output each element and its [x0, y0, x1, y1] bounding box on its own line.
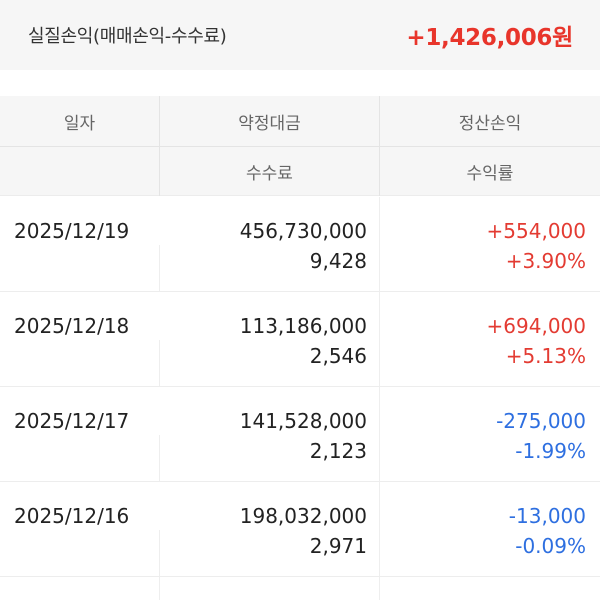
section-gap — [0, 70, 600, 96]
header-return-rate: 수익률 — [466, 164, 514, 184]
cell-divider — [159, 435, 160, 482]
row-date: 2025/12/18 — [14, 314, 130, 338]
cell-divider — [379, 482, 380, 577]
header-divider — [0, 146, 600, 147]
table-row[interactable]: 2025/12/19 456,730,000 9,428 +554,000 +3… — [0, 197, 600, 292]
row-fee: 2,971 — [309, 534, 367, 558]
realized-pl-summary: 실질손익(매매손익-수수료) +1,426,006원 — [0, 0, 600, 70]
row-settlement-pl: +554,000 — [486, 219, 586, 243]
header-date: 일자 — [63, 113, 96, 134]
row-return-rate: +3.90% — [505, 249, 586, 273]
summary-label: 실질손익(매매손익-수수료) — [28, 26, 227, 47]
table-row[interactable]: 2025/12/18 113,186,000 2,546 +694,000 +5… — [0, 292, 600, 387]
row-divider — [0, 481, 600, 482]
row-settlement-pl: -13,000 — [508, 504, 586, 528]
row-trade-amount: 113,186,000 — [239, 314, 367, 338]
cell-divider — [379, 292, 380, 387]
cell-divider — [159, 577, 160, 600]
table-row[interactable]: 2025/12/16 198,032,000 2,971 -13,000 -0.… — [0, 482, 600, 577]
cell-divider — [379, 387, 380, 482]
row-return-rate: -0.09% — [515, 534, 586, 558]
row-fee: 9,428 — [309, 249, 367, 273]
cell-divider — [159, 245, 160, 292]
header-trade-amount: 약정대금 — [238, 113, 301, 134]
header-fee: 수수료 — [246, 164, 293, 184]
table-header: 일자 약정대금 정산손익 수수료 수익률 — [0, 96, 600, 196]
table-row-partial — [0, 577, 600, 600]
row-divider — [0, 386, 600, 387]
row-return-rate: +5.13% — [505, 344, 586, 368]
cell-divider — [379, 577, 380, 600]
row-trade-amount: 456,730,000 — [239, 219, 367, 243]
row-trade-amount: 141,528,000 — [239, 409, 367, 433]
cell-divider — [379, 197, 380, 292]
table-row[interactable]: 2025/12/17 141,528,000 2,123 -275,000 -1… — [0, 387, 600, 482]
row-date: 2025/12/19 — [14, 219, 130, 243]
summary-value: +1,426,006원 — [406, 25, 573, 51]
row-fee: 2,546 — [309, 344, 367, 368]
cell-divider — [159, 340, 160, 387]
row-trade-amount: 198,032,000 — [239, 504, 367, 528]
row-divider — [0, 576, 600, 577]
cell-divider — [159, 530, 160, 577]
row-return-rate: -1.99% — [515, 439, 586, 463]
row-settlement-pl: +694,000 — [486, 314, 586, 338]
row-date: 2025/12/17 — [14, 409, 130, 433]
row-date: 2025/12/16 — [14, 504, 130, 528]
header-settlement-pl: 정산손익 — [458, 113, 522, 134]
row-divider — [0, 291, 600, 292]
row-fee: 2,123 — [309, 439, 367, 463]
row-settlement-pl: -275,000 — [496, 409, 586, 433]
